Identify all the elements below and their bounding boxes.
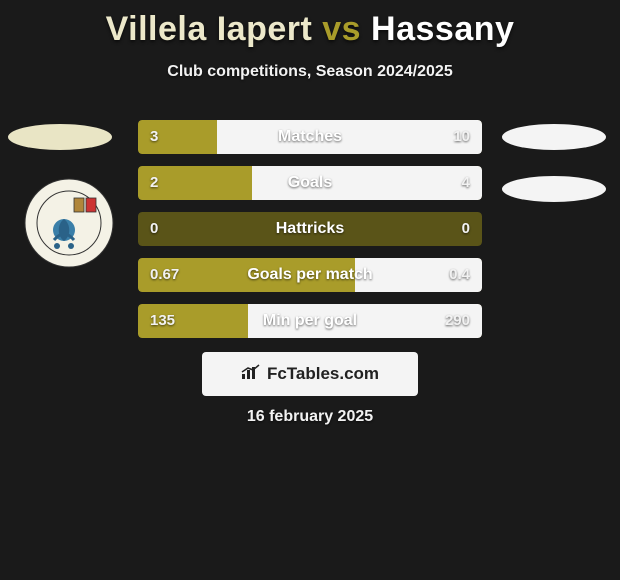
title-player2: Hassany xyxy=(371,10,514,48)
player2-oval-2 xyxy=(502,176,606,202)
player2-oval xyxy=(502,124,606,150)
title-player1: Villela Iapert xyxy=(106,10,313,48)
attribution-text: FcTables.com xyxy=(267,364,379,384)
stat-row: 135290Min per goal xyxy=(138,304,482,338)
title-vs: vs xyxy=(322,10,361,48)
date-label: 16 february 2025 xyxy=(0,408,620,426)
comparison-chart: 310Matches 24Goals 00Hattricks 0.670.4Goals… xyxy=(138,120,482,350)
stat-label: Hattricks xyxy=(138,212,482,246)
stat-label: Goals per match xyxy=(138,258,482,292)
stat-label: Matches xyxy=(138,120,482,154)
page-title: Villela Iapert vs Hassany xyxy=(0,0,620,49)
stat-label: Goals xyxy=(138,166,482,200)
subtitle: Club competitions, Season 2024/2025 xyxy=(0,63,620,81)
player1-oval xyxy=(8,124,112,150)
attribution-badge: FcTables.com xyxy=(202,352,418,396)
stat-row: 24Goals xyxy=(138,166,482,200)
club-crest xyxy=(24,178,114,268)
stat-row: 310Matches xyxy=(138,120,482,154)
stat-row: 00Hattricks xyxy=(138,212,482,246)
stat-label: Min per goal xyxy=(138,304,482,338)
stat-row: 0.670.4Goals per match xyxy=(138,258,482,292)
chart-icon xyxy=(241,364,261,385)
